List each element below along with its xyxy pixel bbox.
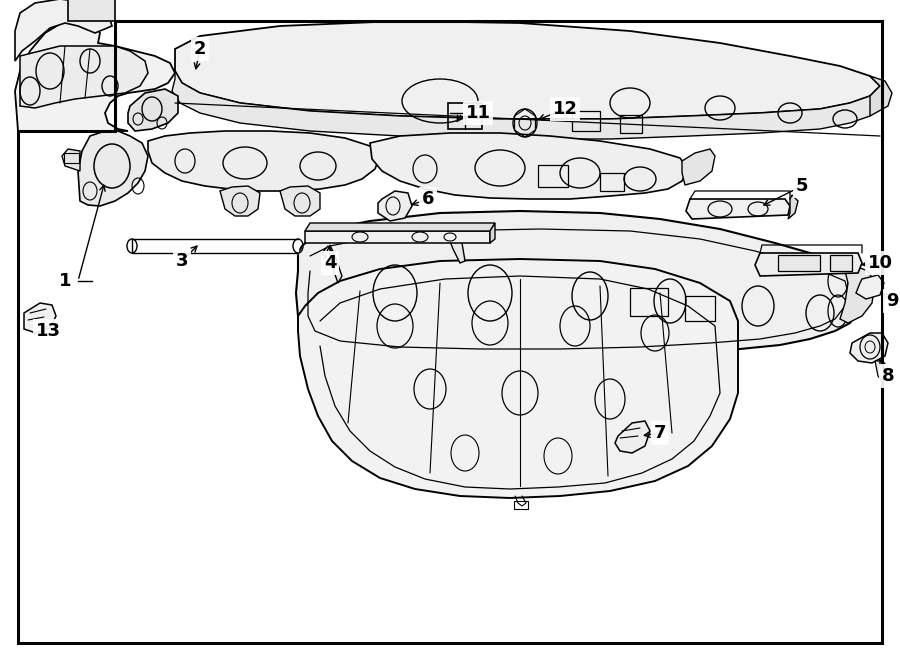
Polygon shape <box>850 333 888 363</box>
Polygon shape <box>148 131 380 191</box>
Polygon shape <box>322 246 342 283</box>
Text: 8: 8 <box>882 367 895 385</box>
Bar <box>830 255 852 271</box>
Polygon shape <box>296 211 860 356</box>
Text: 6: 6 <box>422 190 434 208</box>
Polygon shape <box>68 0 115 21</box>
Text: 12: 12 <box>553 100 578 118</box>
Text: 7: 7 <box>653 424 666 442</box>
Text: 2: 2 <box>194 40 206 58</box>
Polygon shape <box>448 231 465 263</box>
Polygon shape <box>62 149 80 171</box>
Text: 11: 11 <box>465 104 491 122</box>
Polygon shape <box>15 21 175 131</box>
Polygon shape <box>172 71 880 139</box>
Polygon shape <box>128 89 178 131</box>
Polygon shape <box>298 259 738 498</box>
Polygon shape <box>755 253 862 276</box>
Bar <box>538 165 568 187</box>
Text: 10: 10 <box>868 254 893 272</box>
Text: 1: 1 <box>58 272 71 290</box>
Bar <box>572 111 600 131</box>
Bar <box>630 288 668 316</box>
Polygon shape <box>615 421 650 453</box>
Polygon shape <box>856 275 884 299</box>
Polygon shape <box>788 195 798 219</box>
Polygon shape <box>870 76 892 116</box>
Text: 3: 3 <box>176 252 188 270</box>
Bar <box>600 173 624 191</box>
Polygon shape <box>305 223 495 231</box>
Bar <box>64 153 79 163</box>
Bar <box>514 501 528 509</box>
Polygon shape <box>220 186 260 216</box>
Text: 5: 5 <box>796 177 808 195</box>
Polygon shape <box>305 231 490 243</box>
Polygon shape <box>370 133 688 199</box>
Bar <box>778 255 820 271</box>
Polygon shape <box>24 303 56 333</box>
Polygon shape <box>78 131 148 206</box>
Polygon shape <box>682 149 715 185</box>
Text: 9: 9 <box>886 292 898 310</box>
Bar <box>448 103 482 129</box>
Polygon shape <box>280 186 320 216</box>
Polygon shape <box>875 361 885 381</box>
Polygon shape <box>840 266 875 323</box>
Bar <box>685 296 715 321</box>
Polygon shape <box>175 21 880 119</box>
Polygon shape <box>20 46 148 108</box>
Text: 4: 4 <box>324 254 337 272</box>
Bar <box>620 115 642 133</box>
Polygon shape <box>490 223 495 243</box>
Polygon shape <box>378 191 412 221</box>
Polygon shape <box>15 0 112 61</box>
Text: 13: 13 <box>35 322 60 340</box>
Polygon shape <box>686 199 790 219</box>
